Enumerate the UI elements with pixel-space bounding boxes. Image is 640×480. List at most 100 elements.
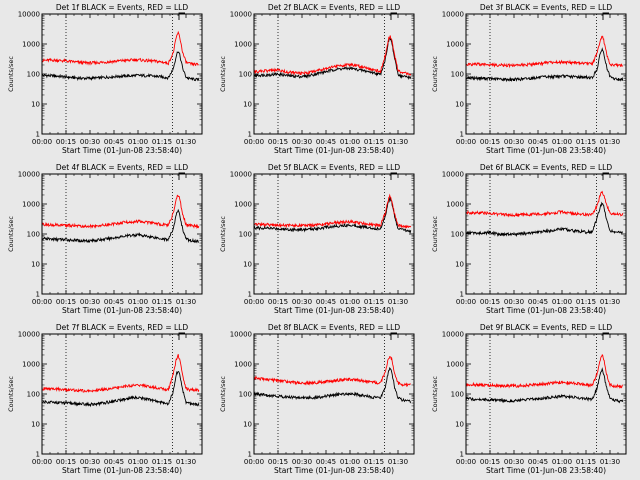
x-tick-label: 00:45	[528, 298, 548, 306]
flag-marker	[178, 12, 185, 20]
y-tick-label: 1	[248, 131, 252, 139]
x-tick-label: 01:15	[364, 138, 384, 146]
panel-title: Det 2f BLACK = Events, RED = LLD	[268, 3, 401, 12]
y-tick-label: 100	[239, 71, 252, 79]
y-tick-label: 10	[31, 261, 40, 269]
lld-series-line	[254, 35, 412, 76]
panel-title: Det 5f BLACK = Events, RED = LLD	[268, 163, 401, 172]
series-group	[254, 193, 412, 234]
x-tick-label: 01:30	[176, 298, 196, 306]
x-tick-label: 01:15	[364, 298, 384, 306]
y-tick-label: 1000	[234, 361, 252, 369]
plot-frame	[253, 173, 415, 295]
panel-title: Det 4f BLACK = Events, RED = LLD	[56, 163, 189, 172]
x-tick-label: 01:00	[128, 138, 148, 146]
y-tick-label: 1	[460, 291, 464, 299]
y-tick-label: 1000	[446, 41, 464, 49]
x-tick-label: 01:00	[340, 458, 360, 466]
y-tick-label: 100	[27, 231, 40, 239]
x-tick-label: 01:30	[176, 458, 196, 466]
y-tick-label: 1000	[234, 41, 252, 49]
panel: Det 3f BLACK = Events, RED = LLD Counts/s…	[431, 3, 627, 155]
y-tick-label: 1000	[22, 41, 40, 49]
x-axis-label: Start Time (01-Jun-08 23:58:40)	[62, 146, 182, 155]
x-tick-label: 00:15	[56, 138, 76, 146]
flag-marker	[390, 332, 397, 340]
x-tick-label: 00:15	[268, 458, 288, 466]
x-tick-label: 00:30	[504, 138, 524, 146]
panel: Det 1f BLACK = Events, RED = LLD Counts/s…	[7, 3, 203, 155]
x-axis-label: Start Time (01-Jun-08 23:58:40)	[274, 146, 394, 155]
x-tick-label: 00:15	[480, 458, 500, 466]
x-tick-label: 00:30	[292, 298, 312, 306]
y-tick-label: 100	[451, 71, 464, 79]
x-tick-label: 01:00	[552, 298, 572, 306]
events-series-line	[466, 47, 624, 83]
y-tick-label: 100	[27, 391, 40, 399]
series-group	[42, 194, 200, 244]
y-tick-label: 1000	[446, 361, 464, 369]
panel-title: Det 8f BLACK = Events, RED = LLD	[268, 323, 401, 332]
plot-frame	[41, 173, 203, 295]
y-tick-label: 1	[460, 451, 464, 459]
x-axis-label: Start Time (01-Jun-08 23:58:40)	[274, 306, 394, 315]
y-tick-label: 1000	[446, 201, 464, 209]
lld-series-line	[42, 30, 200, 67]
y-tick-label: 10000	[18, 11, 40, 19]
x-tick-label: 00:30	[80, 298, 100, 306]
x-tick-label: 01:15	[576, 298, 596, 306]
y-tick-label: 100	[451, 231, 464, 239]
y-axis-label: Counts/sec	[219, 56, 227, 92]
x-tick-label: 00:15	[56, 298, 76, 306]
y-tick-label: 10000	[230, 331, 252, 339]
x-tick-label: 01:15	[152, 458, 172, 466]
events-series-line	[254, 197, 412, 234]
y-tick-label: 100	[239, 231, 252, 239]
x-tick-label: 01:15	[576, 458, 596, 466]
x-tick-label: 00:30	[504, 458, 524, 466]
series-group	[42, 30, 200, 82]
x-tick-label: 00:00	[32, 298, 52, 306]
x-tick-label: 01:00	[128, 458, 148, 466]
x-tick-label: 01:15	[152, 298, 172, 306]
lld-series-line	[466, 190, 624, 218]
x-tick-label: 00:00	[244, 298, 264, 306]
y-tick-label: 10	[243, 261, 252, 269]
y-tick-label: 10	[455, 101, 464, 109]
events-series-line	[42, 370, 200, 408]
x-axis-label: Start Time (01-Jun-08 23:58:40)	[486, 466, 606, 475]
x-tick-label: 00:30	[292, 458, 312, 466]
panel-title: Det 9f BLACK = Events, RED = LLD	[480, 323, 613, 332]
x-tick-label: 01:30	[388, 298, 408, 306]
y-tick-label: 10	[243, 101, 252, 109]
y-tick-label: 1000	[22, 201, 40, 209]
x-tick-label: 00:00	[244, 138, 264, 146]
x-tick-label: 00:45	[104, 138, 124, 146]
y-tick-label: 1	[36, 291, 40, 299]
x-tick-label: 00:15	[56, 458, 76, 466]
y-axis-label: Counts/sec	[219, 216, 227, 252]
x-tick-label: 00:45	[528, 458, 548, 466]
panel-title: Det 6f BLACK = Events, RED = LLD	[480, 163, 613, 172]
y-axis-label: Counts/sec	[219, 376, 227, 412]
y-tick-label: 10	[455, 261, 464, 269]
y-tick-label: 1000	[22, 361, 40, 369]
x-tick-label: 00:00	[456, 298, 476, 306]
x-tick-label: 00:00	[32, 138, 52, 146]
flag-marker	[178, 172, 185, 180]
panel-title: Det 1f BLACK = Events, RED = LLD	[56, 3, 189, 12]
x-axis-label: Start Time (01-Jun-08 23:58:40)	[486, 306, 606, 315]
y-axis-label: Counts/sec	[7, 216, 15, 252]
x-tick-label: 00:45	[104, 298, 124, 306]
x-axis-label: Start Time (01-Jun-08 23:58:40)	[62, 306, 182, 315]
x-tick-label: 01:00	[340, 138, 360, 146]
y-tick-label: 10000	[442, 171, 464, 179]
y-tick-label: 10000	[230, 171, 252, 179]
x-tick-label: 00:45	[316, 458, 336, 466]
x-axis-label: Start Time (01-Jun-08 23:58:40)	[486, 146, 606, 155]
y-tick-label: 10	[243, 421, 252, 429]
x-tick-label: 01:00	[552, 138, 572, 146]
series-group	[466, 190, 624, 238]
x-tick-label: 01:15	[364, 458, 384, 466]
